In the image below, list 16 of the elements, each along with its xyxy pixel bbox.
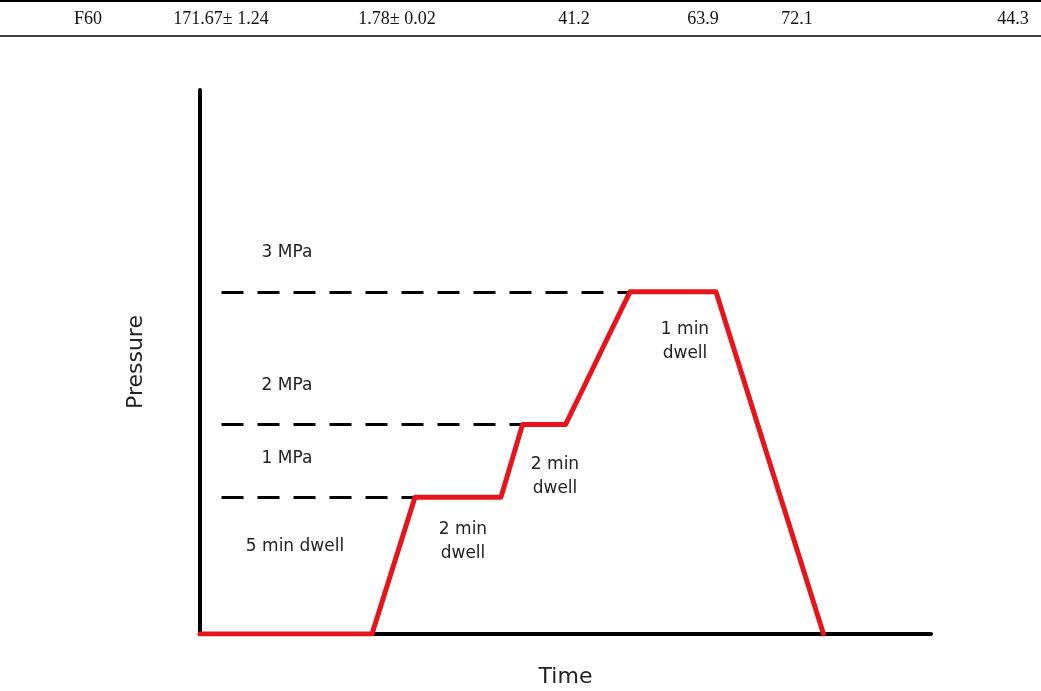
- text: 72.1: [781, 8, 813, 28]
- ref-line-label: 2 MPa: [261, 374, 313, 395]
- annotation: 1 min dwell: [660, 318, 710, 362]
- text: 44.3: [997, 8, 1029, 28]
- text: 41.2: [558, 8, 590, 28]
- text: 171.67± 1.24: [173, 8, 269, 28]
- y-axis-title: Pressure: [121, 315, 147, 409]
- annotation: 2 min dwell: [438, 518, 488, 562]
- annotation: 2 min dwell: [530, 453, 580, 497]
- text: 1.78± 0.02: [358, 8, 436, 28]
- annotation: 5 min dwell: [245, 535, 345, 555]
- ref-line-label: 1 MPa: [261, 446, 313, 467]
- x-axis-title: Time: [537, 662, 593, 688]
- ref-line-label: 3 MPa: [261, 241, 313, 262]
- text: 63.9: [687, 8, 719, 28]
- text: F60: [73, 8, 103, 28]
